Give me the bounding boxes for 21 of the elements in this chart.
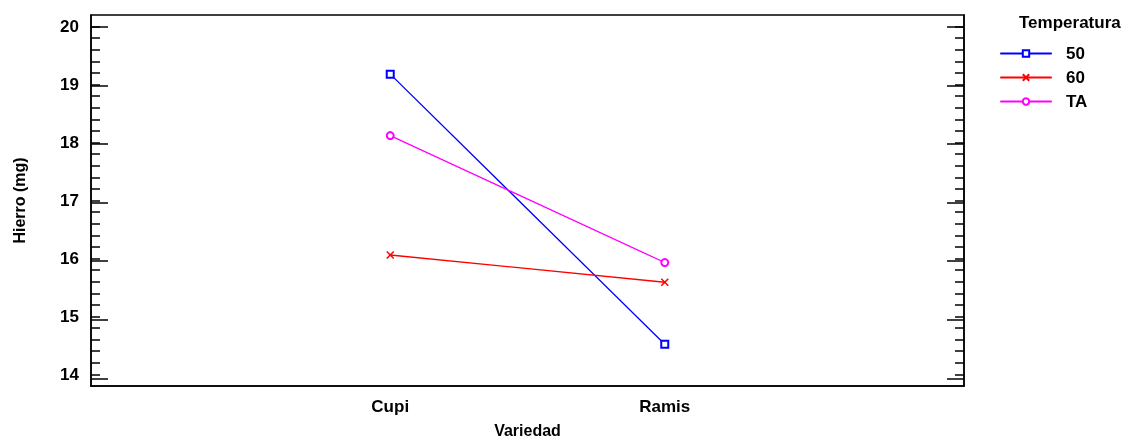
y-tick-label: 14 — [60, 364, 80, 384]
y-tick-label: 16 — [60, 248, 79, 268]
y-tick-label: 17 — [60, 191, 79, 210]
point — [385, 131, 395, 141]
point — [385, 69, 395, 79]
y-tick-label: 18 — [60, 133, 79, 153]
x-axis-title: Variedad — [494, 421, 561, 439]
legend-label: TA — [1066, 92, 1088, 111]
legend-label: 60 — [1066, 68, 1085, 87]
point — [660, 277, 670, 287]
x-tick-label: Ramis — [639, 397, 691, 416]
point — [385, 250, 395, 260]
y-tick-label: 15 — [60, 306, 79, 326]
x-tick-label: Cupi — [371, 397, 410, 416]
y-tick-label: 20 — [60, 17, 79, 37]
y-tick-label: 19 — [60, 75, 79, 95]
legend-label: 50 — [1066, 44, 1085, 63]
point — [660, 258, 670, 268]
y-axis-title: Hierro (mg) — [10, 157, 28, 244]
legend-title: Temperatura — [1019, 13, 1122, 32]
point — [660, 339, 670, 349]
